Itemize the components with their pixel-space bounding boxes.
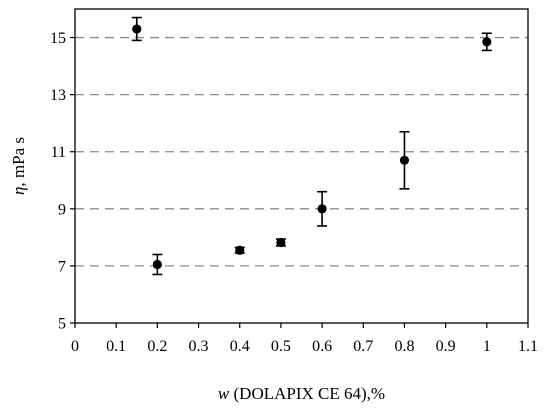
data-point [132, 24, 142, 34]
y-tick-label: 15 [50, 30, 66, 47]
y-tick-labels: 5 7 9 11 13 15 [50, 30, 66, 332]
y-axis-title: η, mPa s [9, 137, 28, 195]
y-tick-label: 7 [58, 258, 66, 275]
plot-area-frame [74, 8, 529, 324]
x-tick-label: 0.9 [436, 338, 456, 355]
data-points [132, 24, 492, 270]
x-tick-label: 0.1 [106, 338, 126, 355]
data-point [235, 245, 245, 255]
y-axis-title-text: , mPa s [9, 137, 28, 187]
x-tick-label: 1.1 [518, 338, 538, 355]
y-tick-label: 5 [58, 316, 66, 333]
x-tick-label: 0.5 [271, 338, 291, 355]
x-axis-title-symbol: w [218, 384, 230, 403]
data-point [276, 237, 286, 248]
x-tick-label: 0.6 [312, 338, 332, 355]
y-tick-label: 9 [58, 201, 66, 218]
x-tick-labels: 0 0.1 0.2 0.3 0.4 0.5 0.6 0.7 0.8 0.9 1 1.1 [71, 338, 538, 355]
data-point [399, 155, 410, 165]
gridlines [75, 36, 528, 267]
x-axis-title-text: (DOLAPIX CE 64),% [229, 384, 385, 403]
axis-ticks [70, 36, 529, 328]
data-point [482, 37, 492, 47]
x-tick-label: 0.2 [147, 338, 167, 355]
x-tick-label: 0.3 [189, 338, 209, 355]
y-tick-label: 11 [51, 144, 66, 161]
x-tick-label: 1 [483, 338, 491, 355]
x-tick-label: 0.7 [353, 338, 373, 355]
y-axis-title-symbol: η [9, 187, 28, 195]
data-point [317, 204, 327, 214]
x-tick-label: 0.4 [230, 338, 250, 355]
x-tick-label: 0 [71, 338, 79, 355]
error-bars [131, 16, 492, 276]
y-tick-label: 13 [50, 87, 66, 104]
x-tick-label: 0.8 [394, 338, 414, 355]
x-axis-title: w (DOLAPIX CE 64),% [218, 384, 385, 403]
data-point [152, 259, 162, 270]
